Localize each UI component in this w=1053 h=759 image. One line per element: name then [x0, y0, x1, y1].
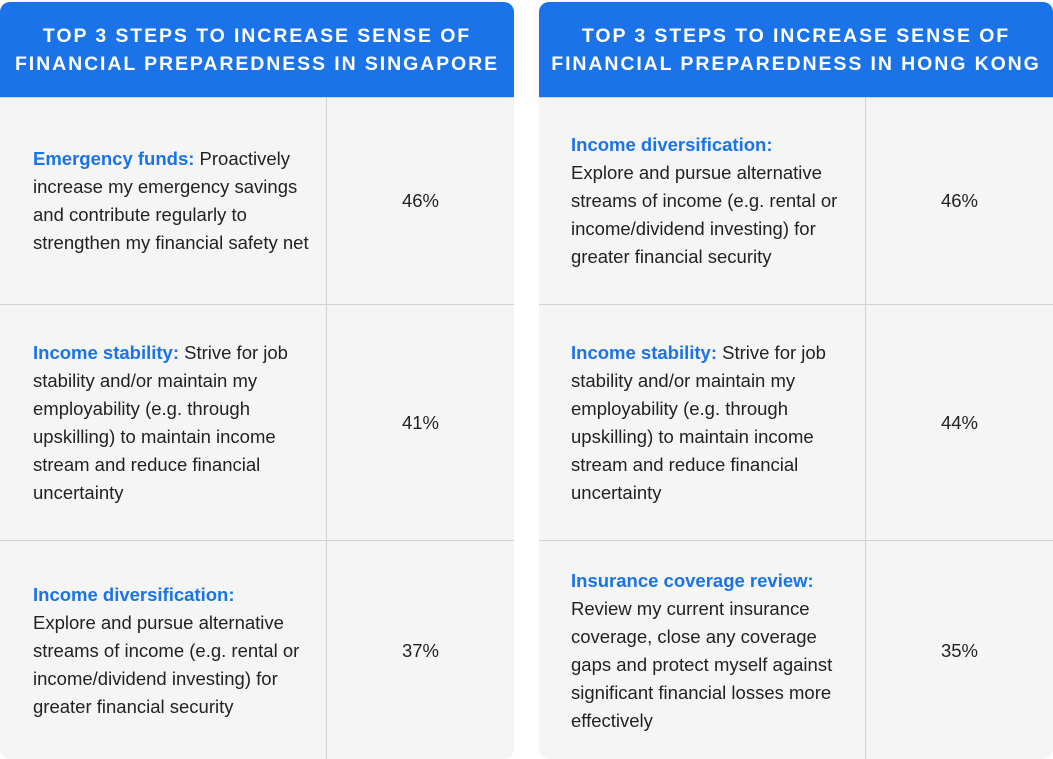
step-lead-label: Income stability:	[33, 341, 179, 363]
singapore-row-income-diversification: Income diversification: Explore and pursu…	[0, 540, 514, 759]
hong-kong-row-income-diversification: Income diversification: Explore and pursu…	[539, 97, 1053, 304]
step-description-cell: Insurance coverage review: Review my curr…	[539, 541, 866, 759]
step-description: Income stability: Strive for job stabili…	[571, 339, 853, 507]
step-text: Review my current insurance coverage, cl…	[571, 597, 833, 731]
step-description-cell: Income stability: Strive for job stabili…	[0, 305, 327, 540]
hong-kong-panel: TOP 3 STEPS TO INCREASE SENSE OF FINANCI…	[539, 2, 1053, 759]
step-lead-label: Insurance coverage review:	[571, 569, 814, 591]
singapore-row-emergency-funds: Emergency funds: Proactively increase my…	[0, 97, 514, 304]
singapore-title-line-1: TOP 3 STEPS TO INCREASE SENSE OF	[42, 24, 472, 47]
step-percentage: 35%	[940, 639, 979, 661]
step-percentage: 46%	[940, 190, 979, 211]
hong-kong-panel-title: TOP 3 STEPS TO INCREASE SENSE OF FINANCI…	[539, 2, 1053, 97]
hong-kong-title-line-1: TOP 3 STEPS TO INCREASE SENSE OF	[581, 24, 1011, 47]
hong-kong-row-income-stability: Income stability: Strive for job stabili…	[539, 304, 1053, 540]
step-text: Explore and pursue alternative streams o…	[33, 611, 300, 717]
step-text: Strive for job stability and/or maintain…	[571, 341, 826, 503]
step-percentage: 46%	[401, 190, 440, 211]
step-text: Proactively increase my emergency saving…	[33, 148, 309, 253]
singapore-title-line-2: FINANCIAL PREPAREDNESS IN SINGAPORE	[15, 52, 499, 75]
hong-kong-row-insurance-coverage-review: Insurance coverage review: Review my curr…	[539, 540, 1053, 759]
step-text: Strive for job stability and/or maintain…	[33, 341, 288, 503]
hong-kong-title-line-2: FINANCIAL PREPAREDNESS IN HONG KONG	[551, 52, 1041, 75]
step-description-cell: Income diversification: Explore and pursu…	[539, 98, 866, 304]
step-description: Income stability: Strive for job stabili…	[33, 339, 314, 507]
step-description-cell: Emergency funds: Proactively increase my…	[0, 98, 327, 304]
singapore-row-income-stability: Income stability: Strive for job stabili…	[0, 304, 514, 540]
step-description: Emergency funds: Proactively increase my…	[33, 145, 314, 257]
step-description: Insurance coverage review: Review my curr…	[571, 567, 853, 735]
step-percentage: 41%	[401, 411, 440, 433]
singapore-panel-title: TOP 3 STEPS TO INCREASE SENSE OF FINANCI…	[0, 2, 514, 97]
step-description: Income diversification: Explore and pursu…	[571, 131, 853, 271]
step-description: Income diversification: Explore and pursu…	[33, 581, 314, 721]
step-percentage: 44%	[940, 411, 979, 433]
step-lead-label: Emergency funds:	[33, 148, 195, 169]
step-description-cell: Income stability: Strive for job stabili…	[539, 305, 866, 540]
singapore-panel: TOP 3 STEPS TO INCREASE SENSE OF FINANCI…	[0, 2, 514, 759]
step-description-cell: Income diversification: Explore and pursu…	[0, 541, 327, 759]
step-lead-label: Income diversification:	[571, 134, 773, 155]
step-percentage: 37%	[401, 639, 440, 661]
step-text: Explore and pursue alternative streams o…	[571, 162, 838, 267]
step-lead-label: Income diversification:	[33, 583, 235, 605]
step-lead-label: Income stability:	[571, 341, 717, 363]
